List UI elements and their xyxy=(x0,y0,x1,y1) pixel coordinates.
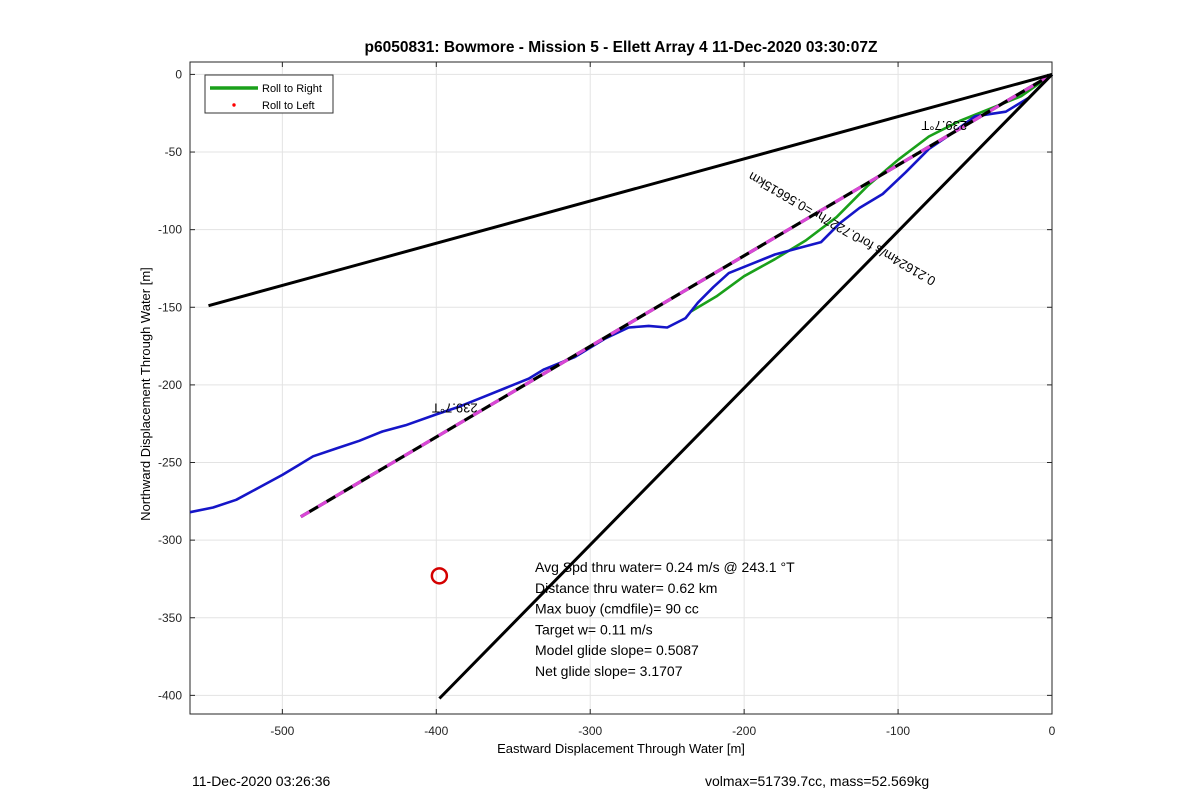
y-tick-label: -350 xyxy=(158,611,182,625)
series-line-4 xyxy=(438,73,1054,700)
x-tick-label: -200 xyxy=(732,724,756,738)
track-line-dashed xyxy=(299,73,1053,519)
y-tick-label: -250 xyxy=(158,456,182,470)
series-line-3 xyxy=(208,72,1053,308)
series-line-1 xyxy=(189,73,1053,514)
y-tick-label: -300 xyxy=(158,533,182,547)
stats-line: Distance thru water= 0.62 km xyxy=(535,580,717,596)
y-tick-label: -50 xyxy=(165,145,183,159)
x-tick-label: -400 xyxy=(424,724,448,738)
x-tick-label: -300 xyxy=(578,724,602,738)
stats-line: Max buoy (cmdfile)= 90 cc xyxy=(535,601,699,617)
x-tick-label: -100 xyxy=(886,724,910,738)
x-tick-label: -500 xyxy=(270,724,294,738)
y-tick-label: -200 xyxy=(158,378,182,392)
footer-timestamp: 11-Dec-2020 03:26:36 xyxy=(192,773,331,789)
axis-ticks: -500 -400 -300 -200 -100 0 0 -50 -100 -150 -200 -25… xyxy=(158,62,1056,738)
legend-label-roll-right: Roll to Right xyxy=(262,83,322,95)
legend-box xyxy=(204,74,334,114)
y-tick-label: -100 xyxy=(158,223,182,237)
x-axis-label: Eastward Displacement Through Water [m] xyxy=(497,741,745,756)
series-group xyxy=(189,72,1054,700)
plot-frame xyxy=(189,61,1053,715)
series-line-0 xyxy=(689,73,1053,314)
chart-title: p6050831: Bowmore - Mission 5 - Ellett A… xyxy=(365,39,878,56)
plot-border xyxy=(189,61,1053,715)
legend-dot-roll-left xyxy=(232,103,236,107)
markers-group xyxy=(430,567,449,585)
annotation-label: 239.7°T xyxy=(921,118,967,133)
stats-line: Avg Spd thru water= 0.24 m/s @ 243.1 °T xyxy=(535,559,795,575)
legend-label-roll-left: Roll to Left xyxy=(262,100,315,112)
y-tick-label: -150 xyxy=(158,300,182,314)
stats-line: Target w= 0.11 m/s xyxy=(535,621,653,637)
legend: Roll to Right Roll to Left xyxy=(204,74,334,114)
y-axis-label: Northward Displacement Through Water [m] xyxy=(138,267,153,521)
y-tick-label: 0 xyxy=(175,67,182,81)
x-tick-label: 0 xyxy=(1049,724,1056,738)
annotation-label: 239.7°T xyxy=(432,401,478,416)
y-tick-label: -400 xyxy=(158,688,182,702)
stats-line: Model glide slope= 0.5087 xyxy=(535,642,699,658)
annotation-label: 0.21624m/s for0.7227hr =0.56615km xyxy=(746,169,938,289)
stats-line: Net glide slope= 3.1707 xyxy=(535,663,683,679)
footer-volmax-mass: volmax=51739.7cc, mass=52.569kg xyxy=(705,773,930,789)
annotations-group: 239.7°T 0.21624m/s for0.7227hr =0.56615km… xyxy=(432,118,967,416)
stats-block: Avg Spd thru water= 0.24 m/s @ 243.1 °T D… xyxy=(535,559,795,679)
marker-circle xyxy=(430,567,449,585)
